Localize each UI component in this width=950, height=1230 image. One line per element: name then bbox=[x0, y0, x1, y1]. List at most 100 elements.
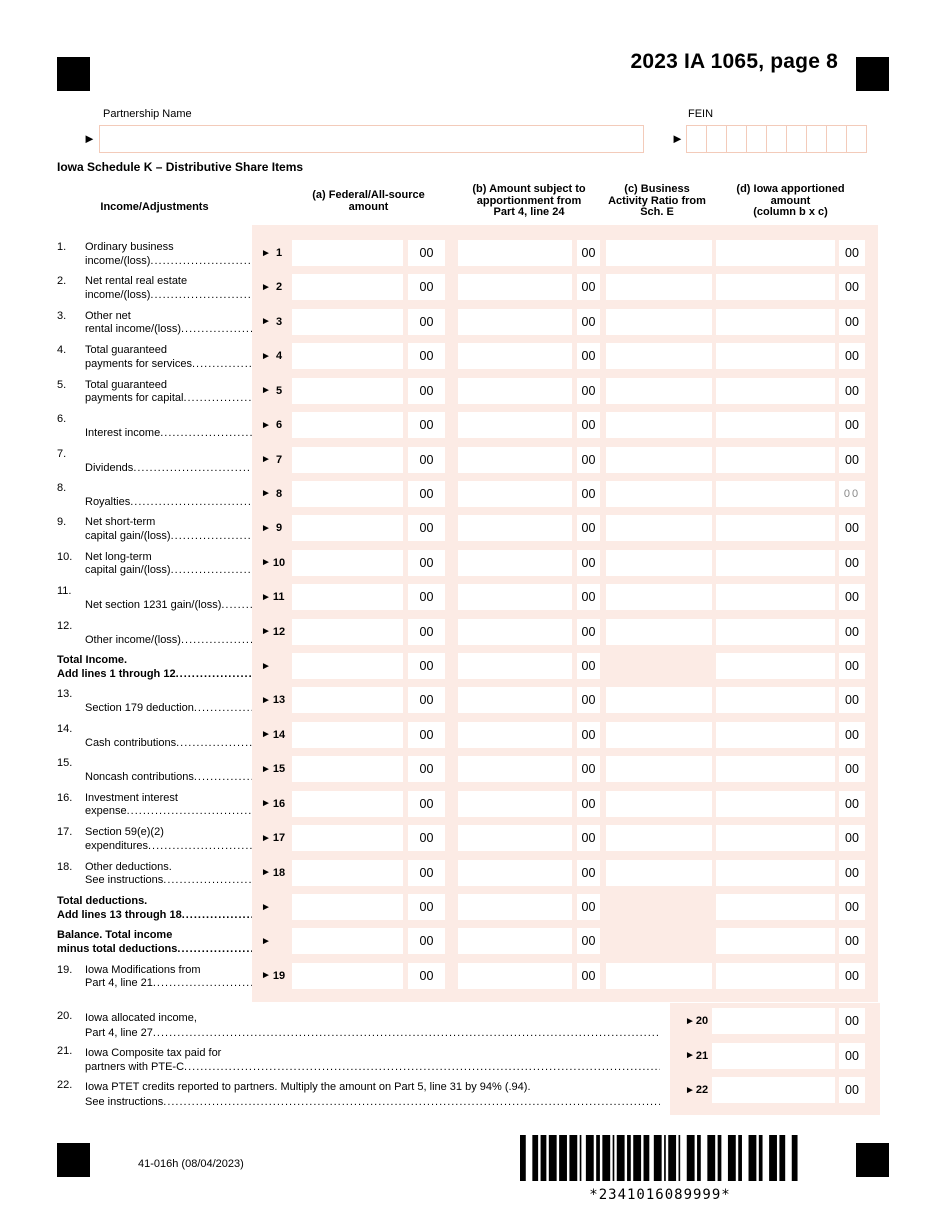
partnership-name-input[interactable] bbox=[99, 125, 644, 153]
ratio-input-c[interactable] bbox=[606, 962, 712, 989]
ratio-input-c[interactable] bbox=[606, 756, 712, 783]
amount-input-a[interactable] bbox=[292, 894, 403, 921]
amount-input-b[interactable] bbox=[458, 446, 572, 473]
amount-input-d[interactable] bbox=[716, 894, 835, 921]
amount-input-d[interactable] bbox=[716, 584, 835, 611]
amount-input-a[interactable] bbox=[292, 343, 403, 370]
amount-input-a[interactable] bbox=[292, 412, 403, 439]
amount-input-b[interactable] bbox=[458, 825, 572, 852]
ratio-input-c[interactable] bbox=[606, 274, 712, 301]
amount-input-b[interactable] bbox=[458, 790, 572, 817]
amount-input-b[interactable] bbox=[458, 962, 572, 989]
amount-input-d[interactable] bbox=[716, 308, 835, 335]
fein-box[interactable] bbox=[826, 125, 847, 153]
row-label-text: expenditures bbox=[85, 839, 148, 852]
amount-input-b[interactable] bbox=[458, 480, 572, 507]
amount-input-b[interactable] bbox=[458, 859, 572, 886]
amount-input-d[interactable] bbox=[716, 962, 835, 989]
amount-input-b[interactable] bbox=[458, 756, 572, 783]
amount-input-d[interactable] bbox=[716, 790, 835, 817]
amount-input-b[interactable] bbox=[458, 894, 572, 921]
row-entry-band: ► 4 00 00 00 bbox=[252, 343, 878, 377]
ratio-input-c[interactable] bbox=[606, 618, 712, 645]
fein-box[interactable] bbox=[726, 125, 747, 153]
ratio-input-c[interactable] bbox=[606, 825, 712, 852]
ratio-input-c[interactable] bbox=[606, 377, 712, 404]
amount-input-a[interactable] bbox=[292, 756, 403, 783]
fein-box[interactable] bbox=[766, 125, 787, 153]
amount-input-b[interactable] bbox=[458, 653, 572, 680]
fein-box[interactable] bbox=[706, 125, 727, 153]
amount-input-a[interactable] bbox=[292, 446, 403, 473]
amount-input-b[interactable] bbox=[458, 584, 572, 611]
amount-input-a[interactable] bbox=[292, 240, 403, 266]
amount-input-b[interactable] bbox=[458, 308, 572, 335]
ratio-input-c[interactable] bbox=[606, 790, 712, 817]
ratio-input-c[interactable] bbox=[606, 859, 712, 886]
amount-input-a[interactable] bbox=[292, 377, 403, 404]
amount-input-d[interactable] bbox=[716, 618, 835, 645]
ratio-input-c[interactable] bbox=[606, 412, 712, 439]
amount-input-d[interactable] bbox=[716, 928, 835, 955]
amount-input-b[interactable] bbox=[458, 687, 572, 714]
amount-input-b[interactable] bbox=[458, 928, 572, 955]
amount-input-d[interactable] bbox=[716, 240, 835, 266]
amount-input-a[interactable] bbox=[292, 721, 403, 748]
amount-input-d[interactable] bbox=[716, 274, 835, 301]
fein-box[interactable] bbox=[846, 125, 867, 153]
amount-input-b[interactable] bbox=[458, 343, 572, 370]
ratio-input-c[interactable] bbox=[606, 515, 712, 542]
fein-box[interactable] bbox=[746, 125, 767, 153]
amount-input-a[interactable] bbox=[292, 859, 403, 886]
amount-input-a[interactable] bbox=[292, 480, 403, 507]
amount-input-d[interactable] bbox=[716, 756, 835, 783]
amount-input-a[interactable] bbox=[292, 549, 403, 576]
amount-input-b[interactable] bbox=[458, 412, 572, 439]
amount-input-d[interactable] bbox=[716, 653, 835, 680]
amount-input-b[interactable] bbox=[458, 274, 572, 301]
amount-input-d[interactable] bbox=[712, 1008, 835, 1034]
amount-input-a[interactable] bbox=[292, 687, 403, 714]
ratio-input-c[interactable] bbox=[606, 584, 712, 611]
amount-input-d[interactable] bbox=[716, 859, 835, 886]
amount-input-d[interactable] bbox=[716, 480, 835, 507]
ratio-input-c[interactable] bbox=[606, 240, 712, 266]
amount-input-a[interactable] bbox=[292, 618, 403, 645]
amount-input-d[interactable] bbox=[716, 825, 835, 852]
amount-input-a[interactable] bbox=[292, 962, 403, 989]
amount-input-b[interactable] bbox=[458, 721, 572, 748]
fein-box[interactable] bbox=[786, 125, 807, 153]
amount-input-a[interactable] bbox=[292, 790, 403, 817]
amount-input-a[interactable] bbox=[292, 928, 403, 955]
amount-input-a[interactable] bbox=[292, 584, 403, 611]
ratio-input-c[interactable] bbox=[606, 549, 712, 576]
amount-input-d[interactable] bbox=[716, 515, 835, 542]
fein-box[interactable] bbox=[686, 125, 707, 153]
amount-input-b[interactable] bbox=[458, 515, 572, 542]
ratio-input-c[interactable] bbox=[606, 687, 712, 714]
amount-input-a[interactable] bbox=[292, 825, 403, 852]
amount-input-d[interactable] bbox=[716, 549, 835, 576]
amount-input-d[interactable] bbox=[716, 412, 835, 439]
ratio-input-c[interactable] bbox=[606, 308, 712, 335]
amount-input-d[interactable] bbox=[712, 1042, 835, 1069]
ratio-input-c[interactable] bbox=[606, 480, 712, 507]
ratio-input-c[interactable] bbox=[606, 721, 712, 748]
amount-input-d[interactable] bbox=[716, 721, 835, 748]
amount-input-a[interactable] bbox=[292, 308, 403, 335]
amount-input-d[interactable] bbox=[712, 1077, 835, 1104]
amount-input-d[interactable] bbox=[716, 377, 835, 404]
amount-input-d[interactable] bbox=[716, 687, 835, 714]
amount-input-b[interactable] bbox=[458, 377, 572, 404]
amount-input-a[interactable] bbox=[292, 515, 403, 542]
amount-input-b[interactable] bbox=[458, 240, 572, 266]
amount-input-a[interactable] bbox=[292, 653, 403, 680]
ratio-input-c[interactable] bbox=[606, 343, 712, 370]
ratio-input-c[interactable] bbox=[606, 446, 712, 473]
amount-input-d[interactable] bbox=[716, 446, 835, 473]
amount-input-b[interactable] bbox=[458, 549, 572, 576]
amount-input-b[interactable] bbox=[458, 618, 572, 645]
amount-input-d[interactable] bbox=[716, 343, 835, 370]
amount-input-a[interactable] bbox=[292, 274, 403, 301]
fein-box[interactable] bbox=[806, 125, 827, 153]
